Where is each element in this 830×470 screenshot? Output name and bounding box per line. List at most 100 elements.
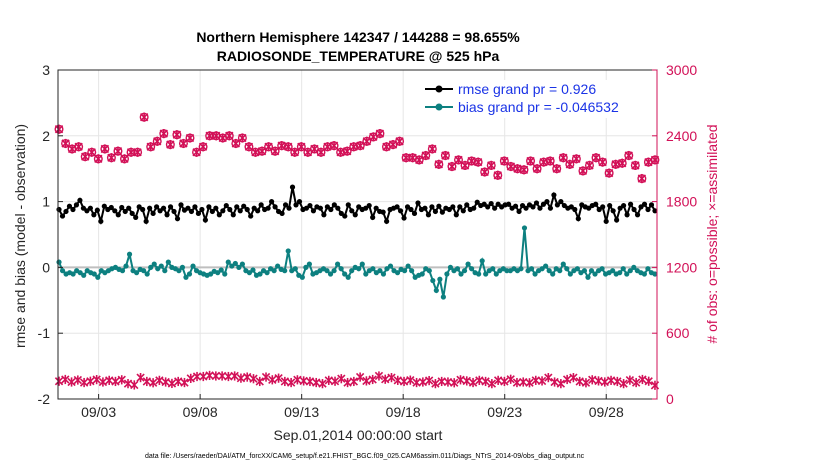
bias-point [327, 271, 334, 277]
x-axis: 09/03 09/08 09/13 09/18 09/23 09/28 [81, 394, 624, 420]
rmse-point [66, 203, 73, 209]
possible-obs-point [473, 157, 483, 167]
possible-obs-point [584, 160, 594, 171]
bias-point [285, 248, 291, 254]
legend: rmse grand pr = 0.926 bias grand pr = -0… [420, 80, 652, 118]
rmse-point [317, 205, 323, 211]
bias-point [144, 271, 150, 277]
rmse-series [56, 184, 658, 226]
rmse-point [488, 200, 494, 207]
assimilated-obs-point [130, 380, 139, 390]
bias-point [338, 266, 344, 272]
assimilated-obs-point [368, 374, 377, 385]
bias-point [564, 266, 570, 272]
bias-point [183, 274, 189, 280]
bias-point [483, 271, 489, 277]
assimilated-obs-point [462, 376, 471, 386]
rmse-point [171, 208, 177, 215]
bias-point [299, 274, 305, 280]
bias-point [433, 287, 439, 294]
assimilated-obs-point [631, 377, 641, 388]
bias-point [123, 263, 129, 269]
possible-obs-point [192, 147, 202, 157]
rmse-point [143, 218, 149, 224]
assimilated-obs-point [431, 379, 440, 389]
rmse-point [450, 204, 456, 210]
bias-point [617, 270, 623, 276]
rmse-point [220, 208, 226, 214]
assimilated-obs-point [544, 373, 553, 383]
assimilated-obs-point [318, 379, 327, 389]
bias-point [437, 276, 443, 282]
assimilated-obs-point [148, 378, 158, 388]
possible-obs-point [355, 141, 365, 151]
rmse-point [241, 203, 247, 209]
rmse-point [209, 208, 215, 215]
possible-obs-point [571, 154, 581, 164]
chart-title-line1: Northern Hemisphere 142347 / 144288 = 98… [196, 29, 520, 45]
possible-obs-point [362, 136, 372, 146]
rmse-point [286, 205, 292, 211]
rmse-point [593, 201, 599, 207]
bias-point [447, 264, 454, 270]
assimilated-obs-point [525, 378, 534, 388]
rmse-point [575, 216, 581, 222]
bias-point [641, 271, 647, 277]
assimilated-obs-point [142, 376, 152, 387]
assimilated-obs-point [613, 376, 622, 387]
y-left-tick-label: -2 [38, 391, 51, 407]
possible-obs-point [617, 158, 627, 168]
bias-point [560, 261, 566, 267]
rmse-point [234, 204, 240, 210]
rmse-point [237, 208, 243, 214]
possible-obs-point [401, 153, 411, 163]
rmse-line [58, 186, 656, 226]
rmse-point [98, 218, 104, 224]
rmse-point [624, 212, 630, 218]
rmse-point [551, 192, 557, 198]
possible-obs-point [205, 131, 215, 141]
assimilated-obs-point [92, 374, 101, 385]
assimilated-obs-point [211, 371, 221, 381]
rmse-point [439, 209, 445, 215]
rmse-point [188, 208, 195, 215]
possible-obs-point [493, 170, 503, 180]
rmse-point [296, 199, 303, 205]
assimilated-obs-point [581, 378, 591, 388]
y-axis-left: -2 -1 0 1 2 3 [38, 62, 63, 407]
possible-obs-point [604, 168, 614, 178]
rmse-point [289, 184, 296, 190]
bias-point [359, 261, 365, 267]
rmse-point [422, 205, 428, 211]
rmse-point [547, 205, 554, 211]
possible-obs-point [54, 124, 64, 134]
possible-obs-point [74, 142, 84, 152]
rmse-point [572, 206, 578, 213]
rmse-point [331, 202, 337, 208]
assimilated-obs-point [174, 376, 183, 387]
possible-obs-point [624, 150, 634, 161]
assimilated-obs-point [79, 377, 89, 388]
rmse-point [101, 203, 107, 209]
bias-point [440, 294, 446, 300]
assimilated-obs-point [424, 375, 434, 386]
bias-point [275, 263, 281, 269]
rmse-point [370, 214, 376, 220]
rmse-point [185, 205, 191, 211]
bias-point [271, 268, 277, 274]
possible-obs-point [526, 156, 536, 166]
rmse-point [453, 212, 459, 218]
possible-obs-point [244, 142, 254, 152]
assimilated-obs-point [475, 375, 484, 385]
y-axis-right: 0 600 1200 1800 2400 3000 [652, 62, 697, 407]
rmse-point [464, 202, 470, 208]
bias-point [331, 268, 337, 274]
legend-rmse-marker [435, 85, 443, 93]
bias-point [158, 263, 164, 269]
assimilated-obs-point [349, 376, 359, 387]
bias-point [458, 271, 464, 277]
rmse-point [248, 213, 254, 219]
rmse-point [614, 217, 620, 223]
assimilated-obs-point [105, 375, 114, 385]
